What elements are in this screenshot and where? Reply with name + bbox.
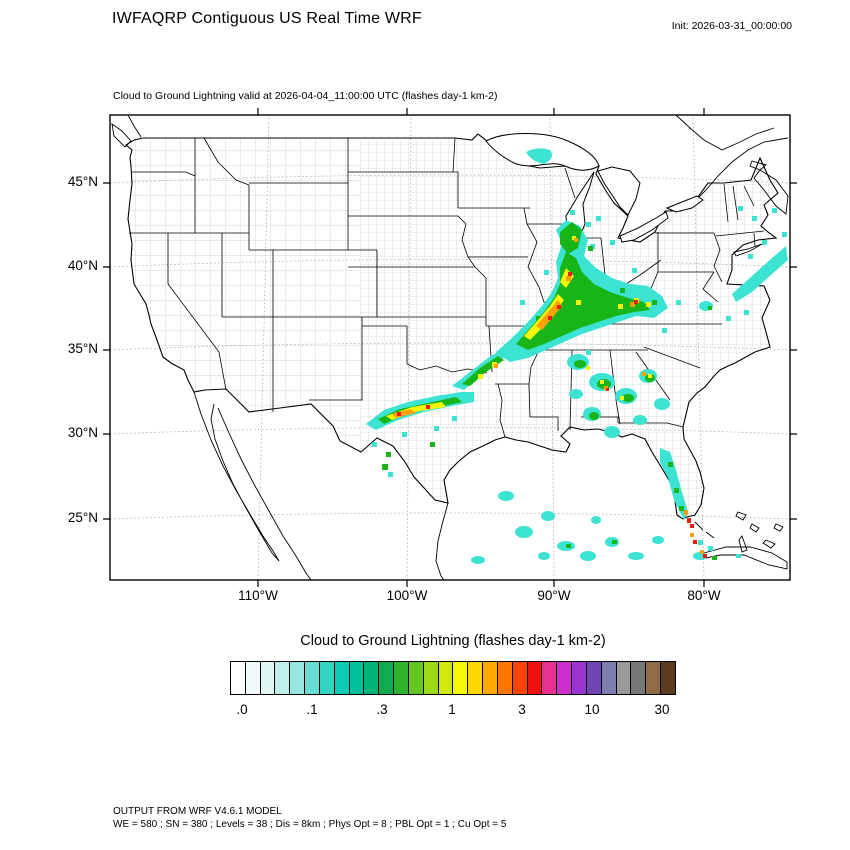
colorbar-segment [290, 662, 306, 694]
colorbar-segment [631, 662, 647, 694]
axis-tick-marks [103, 108, 797, 587]
colorbar-tick-label: .1 [306, 702, 318, 717]
colorbar-tick-label: 1 [448, 702, 456, 717]
lon-label-80w: 80°W [687, 588, 721, 603]
us-outline [125, 133, 779, 520]
colorbar-segment [260, 662, 276, 694]
map-caption: Cloud to Ground Lightning valid at 2026-… [113, 90, 498, 102]
colorbar-segment [334, 662, 350, 694]
colorbar-segment [408, 662, 424, 694]
lat-label-45n: 45°N [67, 174, 98, 189]
colorbar-tick-label: .0 [236, 702, 248, 717]
canada-coastline [111, 114, 789, 215]
lon-label-100w: 100°W [386, 588, 428, 603]
lightning-red-layer [397, 272, 707, 558]
colorbar-segment [379, 662, 395, 694]
colorbar-segment [616, 662, 632, 694]
init-timestamp: Init: 2026-03-31_00:00:00 [671, 20, 792, 32]
colorbar-segment [468, 662, 484, 694]
colorbar-segment [305, 662, 320, 694]
lightning-overlay [366, 148, 788, 564]
colorbar-segment [453, 662, 469, 694]
colorbar-segment [497, 662, 513, 694]
lake-erie [619, 211, 669, 243]
colorbar-tick-label: 10 [584, 702, 600, 717]
colorbar-segment [572, 662, 587, 694]
colorbar-segment [245, 662, 261, 694]
colorbar-segment [601, 662, 617, 694]
colorbar-segment [364, 662, 380, 694]
map-frame [103, 108, 797, 587]
lon-label-110w: 110°W [238, 588, 278, 603]
lon-label-90w: 90°W [537, 588, 571, 603]
lat-label-40n: 40°N [67, 258, 98, 273]
colorbar-title: Cloud to Ground Lightning (flashes day-1… [300, 633, 606, 649]
lake-ontario [665, 195, 704, 213]
colorbar-segment [349, 662, 365, 694]
colorbar-tick-labels: .0 .1 .3 1 3 10 30 [230, 702, 676, 720]
caribbean-islands [694, 243, 788, 570]
colorbar [230, 661, 676, 695]
colorbar-segment [394, 662, 409, 694]
lat-label-35n: 35°N [67, 341, 98, 356]
lat-label-25n: 25°N [67, 510, 98, 525]
lake-huron [597, 166, 641, 216]
colorbar-segment [423, 662, 439, 694]
footer-model-line: OUTPUT FROM WRF V4.6.1 MODEL [113, 806, 282, 817]
plot-title: IWFAQRP Contiguous US Real Time WRF [112, 10, 422, 27]
colorbar-segment [319, 662, 335, 694]
colorbar-segment [527, 662, 543, 694]
colorbar-segment [557, 662, 573, 694]
great-lakes [485, 133, 704, 243]
colorbar-segment [661, 662, 675, 694]
colorbar-segment [586, 662, 602, 694]
colorbar-tick-label: .3 [376, 702, 388, 717]
colorbar-tick-label: 3 [518, 702, 526, 717]
colorbar-segment [275, 662, 291, 694]
colorbar-segment [438, 662, 454, 694]
lat-label-30n: 30°N [67, 425, 98, 440]
colorbar-segment [512, 662, 528, 694]
footer-config-line: WE = 580 ; SN = 380 ; Levels = 38 ; Dis … [113, 819, 507, 830]
colorbar-segment [646, 662, 662, 694]
colorbar-segment [483, 662, 498, 694]
colorbar-tick-label: 30 [654, 702, 670, 717]
colorbar-segment [542, 662, 558, 694]
colorbar-segment [231, 662, 246, 694]
mexico-coastline [193, 391, 449, 581]
